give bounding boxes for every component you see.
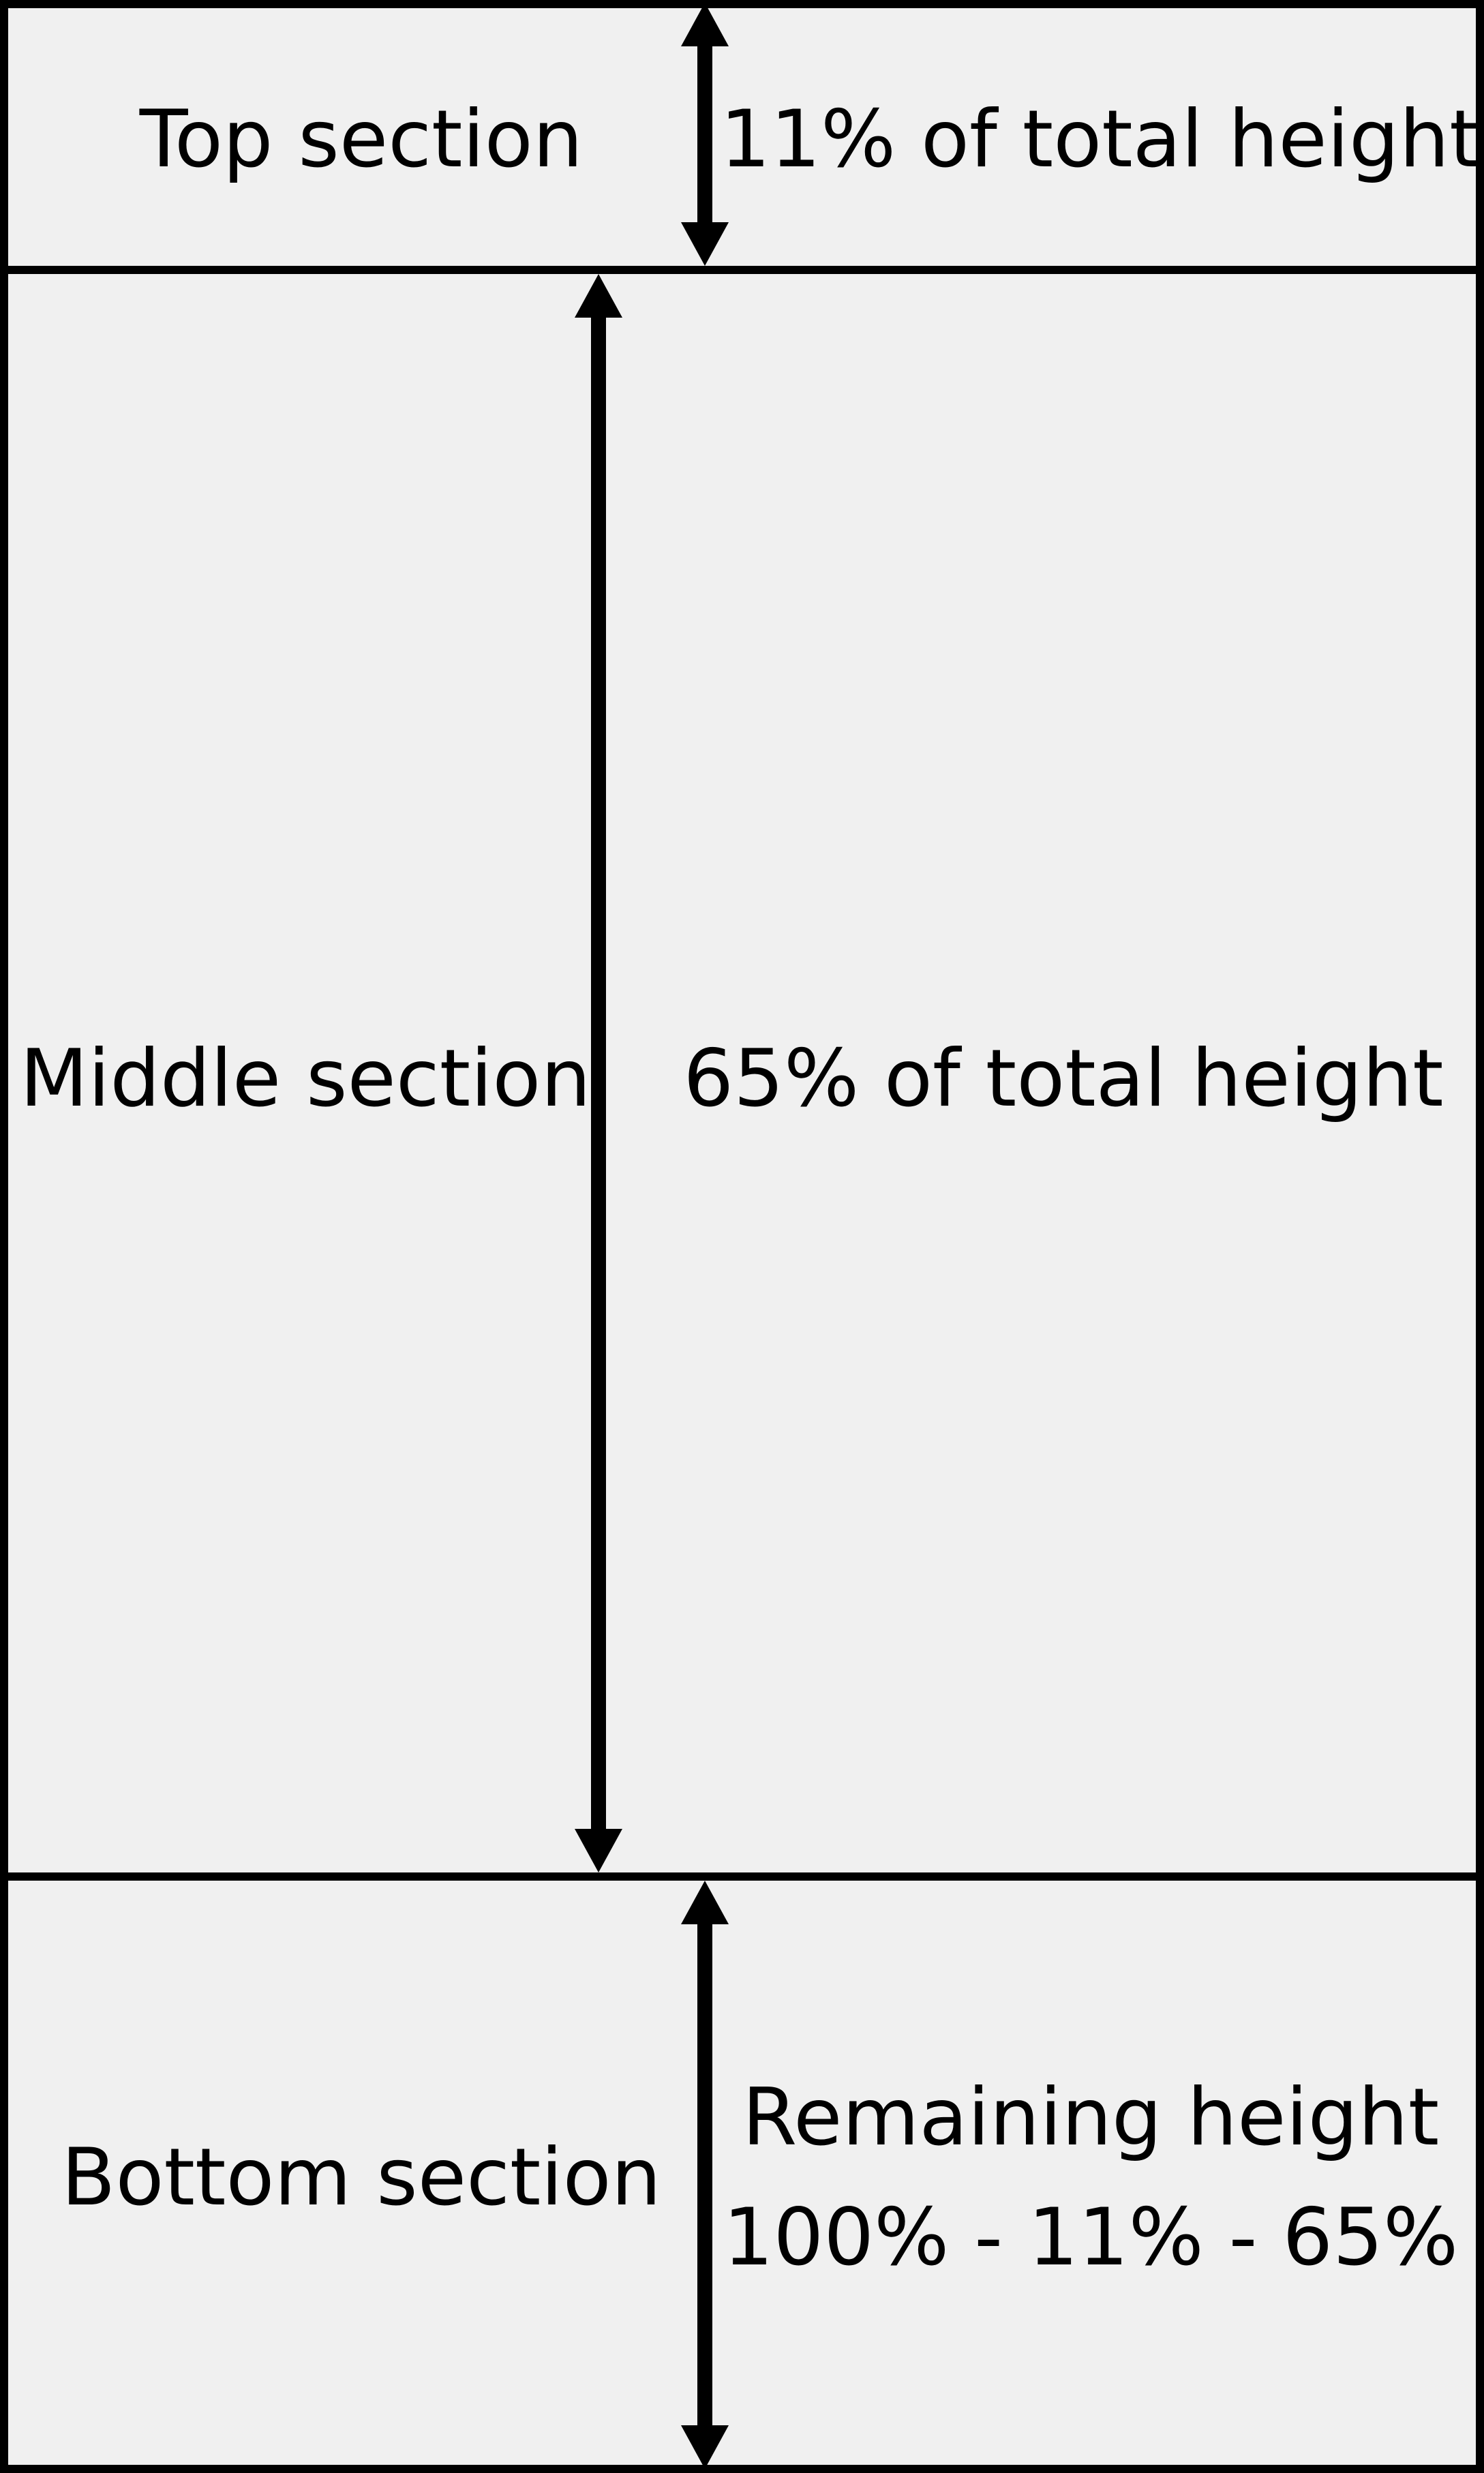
top-section-description: 11% of total height (720, 93, 1480, 185)
middle-arrow-head-down (575, 1829, 622, 1872)
bottom-section-name: Bottom section (61, 2131, 661, 2224)
middle-section-height-arrow (575, 274, 622, 1872)
middle-section-description: 65% of total height (683, 1033, 1443, 1125)
bottom-section-height-arrow (681, 1881, 729, 2469)
top-section-name: Top section (139, 93, 583, 185)
bottom-section-description-line-2: 100% - 11% - 65% (723, 2191, 1459, 2284)
top-arrow-head-up (681, 3, 729, 46)
bottom-arrow-head-down (681, 2425, 729, 2469)
middle-arrow-head-up (575, 274, 622, 318)
top-arrow-head-down (681, 222, 729, 266)
bottom-arrow-head-up (681, 1881, 729, 1924)
middle-section-name: Middle section (20, 1033, 591, 1125)
top-section-height-arrow (681, 3, 729, 266)
bottom-section-description-line-1: Remaining height (742, 2072, 1440, 2164)
